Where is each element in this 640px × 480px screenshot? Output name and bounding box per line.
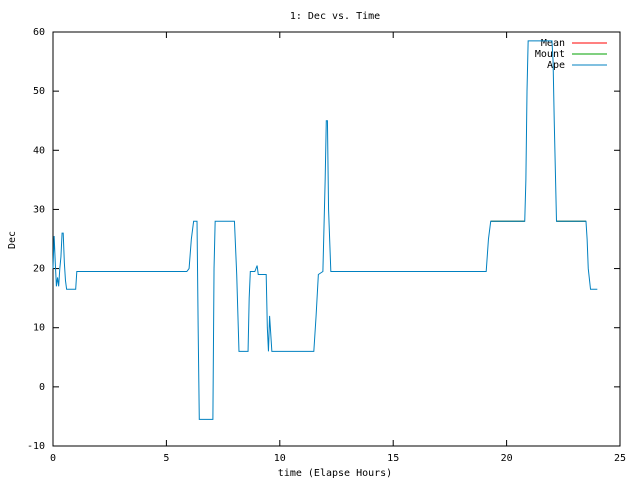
y-tick-label: 30 — [33, 204, 45, 215]
y-axis-label: Dec — [7, 231, 18, 249]
x-tick-label: 0 — [50, 453, 56, 464]
y-tick-label: 10 — [33, 323, 45, 334]
series-line — [52, 40, 598, 420]
legend-label: Mean — [541, 38, 565, 49]
y-tick-label: 0 — [39, 382, 45, 393]
x-tick-label: 15 — [387, 453, 399, 464]
y-tick-label: 20 — [33, 264, 45, 275]
x-tick-label: 25 — [614, 453, 626, 464]
x-axis-label: time (Elapse Hours) — [278, 468, 392, 479]
plot-frame — [52, 31, 621, 447]
x-tick-label: 20 — [501, 453, 513, 464]
y-tick-label: 50 — [33, 86, 45, 97]
y-tick-label: -10 — [27, 441, 45, 452]
y-tick-label: 60 — [33, 27, 45, 38]
x-tick-label: 10 — [274, 453, 286, 464]
y-tick-label: 40 — [33, 145, 45, 156]
chart-title: 1: Dec vs. Time — [290, 11, 380, 22]
legend-label: Mount — [535, 49, 565, 60]
legend-label: Ape — [547, 60, 565, 71]
x-tick-label: 5 — [163, 453, 169, 464]
